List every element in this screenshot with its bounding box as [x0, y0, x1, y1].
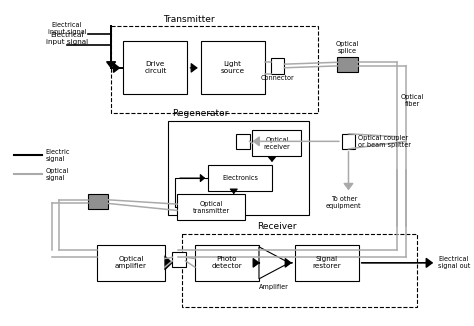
Text: Optical
splice: Optical splice: [336, 41, 359, 54]
Bar: [123, 41, 187, 94]
Text: Transmitter: Transmitter: [163, 15, 215, 23]
Text: Signal
restorer: Signal restorer: [312, 256, 341, 269]
Text: Optical
signal: Optical signal: [45, 168, 69, 181]
Bar: [177, 194, 245, 220]
Text: Optical
fiber: Optical fiber: [401, 94, 424, 107]
Text: Regenerator: Regenerator: [173, 109, 229, 118]
Text: To other
equipment: To other equipment: [326, 196, 362, 209]
Text: Optical
amplifier: Optical amplifier: [115, 256, 147, 269]
Text: Connector: Connector: [261, 75, 295, 82]
Bar: [195, 245, 259, 281]
Polygon shape: [165, 256, 173, 270]
Text: Drive
circuit: Drive circuit: [144, 61, 166, 74]
Text: Amplifier: Amplifier: [259, 284, 289, 289]
Bar: [295, 245, 359, 281]
Text: Optical coupler
or beam splitter: Optical coupler or beam splitter: [358, 135, 411, 148]
Bar: [97, 245, 165, 281]
Text: Electrical
input signal: Electrical input signal: [46, 32, 88, 45]
Text: Receiver: Receiver: [257, 222, 297, 231]
Bar: [111, 26, 319, 113]
Text: Electrical
input signal: Electrical input signal: [47, 22, 86, 35]
Text: Electrical
signal out: Electrical signal out: [438, 256, 470, 269]
Bar: [337, 56, 358, 72]
Bar: [201, 41, 264, 94]
Text: Photo
detector: Photo detector: [211, 256, 242, 269]
Bar: [168, 121, 309, 215]
Text: Light
source: Light source: [220, 61, 245, 74]
Polygon shape: [259, 247, 289, 279]
Bar: [88, 194, 108, 209]
Bar: [182, 234, 417, 307]
Bar: [271, 58, 284, 73]
Text: Electric
signal: Electric signal: [45, 149, 70, 162]
Text: Electronics: Electronics: [222, 175, 258, 181]
Bar: [252, 130, 301, 156]
Bar: [237, 134, 250, 149]
Text: Optical
receiver: Optical receiver: [264, 137, 290, 150]
Bar: [342, 134, 355, 149]
Bar: [208, 165, 272, 191]
Bar: [173, 252, 185, 267]
Text: Optical
transmitter: Optical transmitter: [192, 201, 229, 214]
